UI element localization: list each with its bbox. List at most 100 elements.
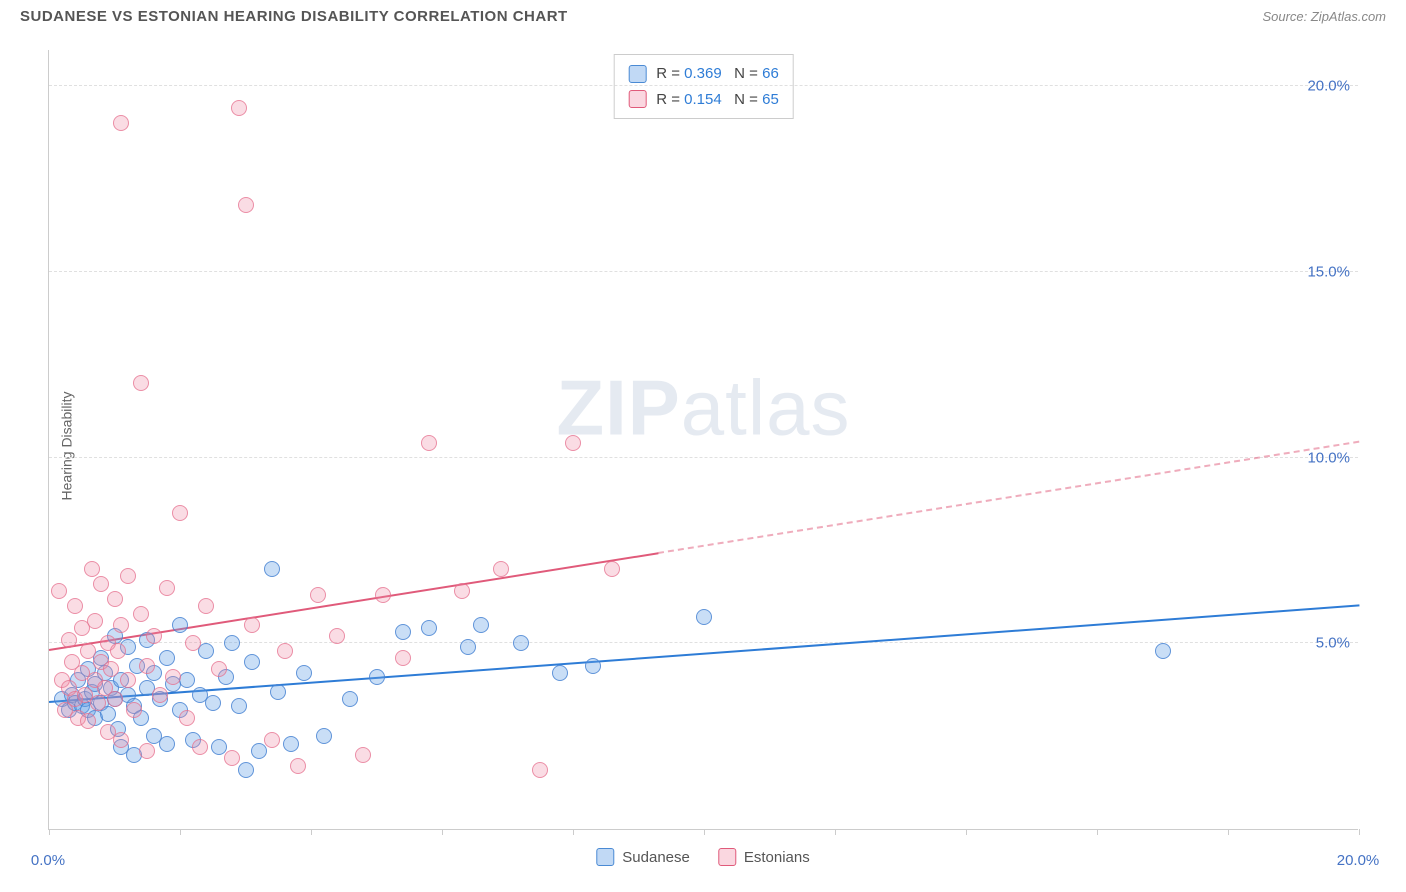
scatter-point [375,587,391,603]
sw-blue-icon [596,848,614,866]
scatter-point [165,669,181,685]
scatter-point [421,620,437,636]
y-tick-label: 15.0% [1307,263,1350,280]
x-tick [1359,829,1360,835]
x-legend-item: Sudanese [596,848,690,866]
scatter-point [1155,643,1171,659]
source-label: Source: ZipAtlas.com [1262,9,1386,24]
stat-text: R = 0.369 N = 66 [656,61,779,87]
scatter-point [126,702,142,718]
scatter-point [329,628,345,644]
scatter-point [342,691,358,707]
scatter-point [80,713,96,729]
scatter-point [192,739,208,755]
scatter-point [107,691,123,707]
scatter-point [473,617,489,633]
chart-title: SUDANESE VS ESTONIAN HEARING DISABILITY … [20,8,568,25]
y-tick-label: 10.0% [1307,449,1350,466]
scatter-point [264,732,280,748]
scatter-point [120,672,136,688]
x-tick [1228,829,1229,835]
scatter-point [585,658,601,674]
stat-text: R = 0.154 N = 65 [656,87,779,113]
scatter-point [696,609,712,625]
scatter-point [113,732,129,748]
x-tick [49,829,50,835]
scatter-point [139,658,155,674]
legend-stats-row-2: R = 0.154 N = 65 [628,87,779,113]
sw-pink-icon [718,848,736,866]
watermark-light: atlas [681,364,851,452]
scatter-point [395,650,411,666]
scatter-point [231,100,247,116]
scatter-point [90,695,106,711]
scatter-point [61,632,77,648]
scatter-point [244,654,260,670]
chart-container: ZIPatlas R = 0.369 N = 66 R = 0.154 N = … [48,50,1358,830]
scatter-point [159,580,175,596]
x-tick [573,829,574,835]
scatter-point [159,736,175,752]
scatter-point [107,591,123,607]
scatter-point [290,758,306,774]
x-legend-item: Estonians [718,848,810,866]
scatter-point [277,643,293,659]
x-axis-legend: Sudanese Estonians [596,848,809,866]
scatter-point [152,687,168,703]
scatter-point [133,375,149,391]
scatter-point [231,698,247,714]
scatter-point [172,505,188,521]
scatter-point [238,762,254,778]
scatter-point [493,561,509,577]
scatter-point [513,635,529,651]
scatter-point [84,561,100,577]
x-tick [442,829,443,835]
scatter-point [316,728,332,744]
gridline [49,271,1358,272]
swatch-blue-icon [628,65,646,83]
scatter-point [238,197,254,213]
scatter-point [270,684,286,700]
scatter-point [113,617,129,633]
x-legend-label: Sudanese [622,849,690,866]
x-legend-label: Estonians [744,849,810,866]
x-tick [835,829,836,835]
scatter-point [87,613,103,629]
scatter-point [110,643,126,659]
scatter-point [139,743,155,759]
plot-area: ZIPatlas R = 0.369 N = 66 R = 0.154 N = … [48,50,1358,830]
scatter-point [133,606,149,622]
x-tick-label: 20.0% [1337,852,1380,869]
header: SUDANESE VS ESTONIAN HEARING DISABILITY … [0,0,1406,29]
scatter-point [395,624,411,640]
y-tick-label: 5.0% [1316,635,1350,652]
watermark: ZIPatlas [556,363,850,454]
scatter-point [172,617,188,633]
gridline [49,85,1358,86]
scatter-point [552,665,568,681]
scatter-point [251,743,267,759]
scatter-point [310,587,326,603]
scatter-point [224,635,240,651]
scatter-point [113,115,129,131]
scatter-point [224,750,240,766]
scatter-point [355,747,371,763]
x-tick [704,829,705,835]
gridline [49,457,1358,458]
scatter-point [244,617,260,633]
scatter-point [565,435,581,451]
scatter-point [198,598,214,614]
scatter-point [179,710,195,726]
legend-stats-row-1: R = 0.369 N = 66 [628,61,779,87]
scatter-point [93,576,109,592]
scatter-point [283,736,299,752]
scatter-point [159,650,175,666]
trend-line [658,441,1359,554]
scatter-point [185,635,201,651]
x-tick-label: 0.0% [31,852,65,869]
scatter-point [454,583,470,599]
scatter-point [205,695,221,711]
y-tick-label: 20.0% [1307,78,1350,95]
scatter-point [264,561,280,577]
x-tick [180,829,181,835]
